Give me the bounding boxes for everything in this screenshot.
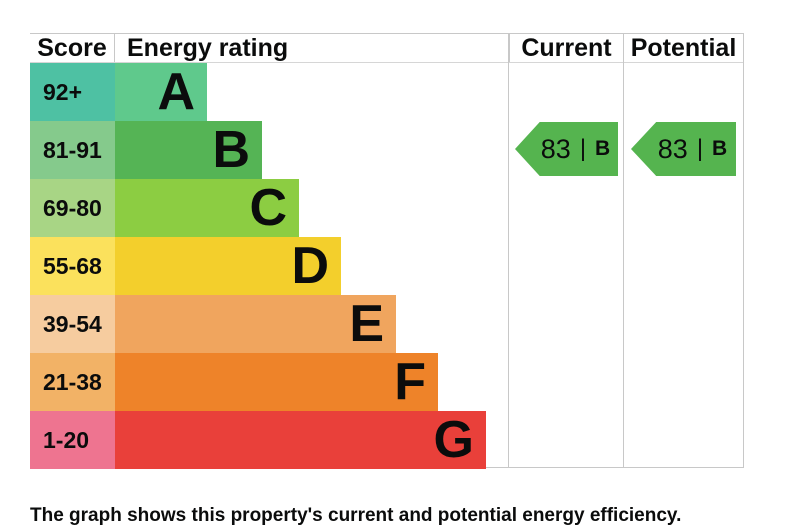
energy-rating-table: Score Energy rating Current Potential 92…: [30, 33, 744, 469]
potential-column-divider: [623, 34, 624, 467]
current-rating-separator: |: [579, 135, 587, 162]
score-range-d: 55-68: [30, 237, 115, 295]
header-potential: Potential: [623, 34, 743, 62]
current-rating-arrow: 83 | B: [515, 122, 618, 176]
header-score: Score: [30, 34, 115, 62]
band-row-b: 81-91 B: [30, 121, 743, 179]
band-row-g: 1-20 G: [30, 411, 743, 469]
header-energy-rating: Energy rating: [127, 34, 289, 62]
rating-bar-b: B: [115, 121, 262, 179]
score-range-a: 92+: [30, 63, 115, 121]
score-range-g: 1-20: [30, 411, 115, 469]
header-current: Current: [509, 34, 623, 62]
chart-caption: The graph shows this property's current …: [30, 505, 682, 526]
rating-bar-d: D: [115, 237, 341, 295]
current-column-divider: [508, 34, 509, 467]
band-row-d: 55-68 D: [30, 237, 743, 295]
score-range-f: 21-38: [30, 353, 115, 411]
potential-rating-separator: |: [696, 135, 704, 162]
rating-bar-f: F: [115, 353, 438, 411]
score-range-b: 81-91: [30, 121, 115, 179]
current-rating-value: 83: [540, 133, 571, 164]
table-header-row: Score Energy rating Current Potential: [30, 34, 743, 63]
rating-bar-c: C: [115, 179, 299, 237]
score-range-c: 69-80: [30, 179, 115, 237]
potential-rating-arrow: 83 | B: [631, 122, 736, 176]
band-row-a: 92+ A: [30, 63, 743, 121]
potential-rating-letter: B: [712, 137, 728, 160]
rating-bar-e: E: [115, 295, 396, 353]
band-row-f: 21-38 F: [30, 353, 743, 411]
current-rating-letter: B: [595, 137, 611, 160]
score-range-e: 39-54: [30, 295, 115, 353]
band-row-c: 69-80 C: [30, 179, 743, 237]
rating-bar-a: A: [115, 63, 207, 121]
band-row-e: 39-54 E: [30, 295, 743, 353]
rating-bar-g: G: [115, 411, 486, 469]
potential-rating-value: 83: [657, 133, 688, 164]
